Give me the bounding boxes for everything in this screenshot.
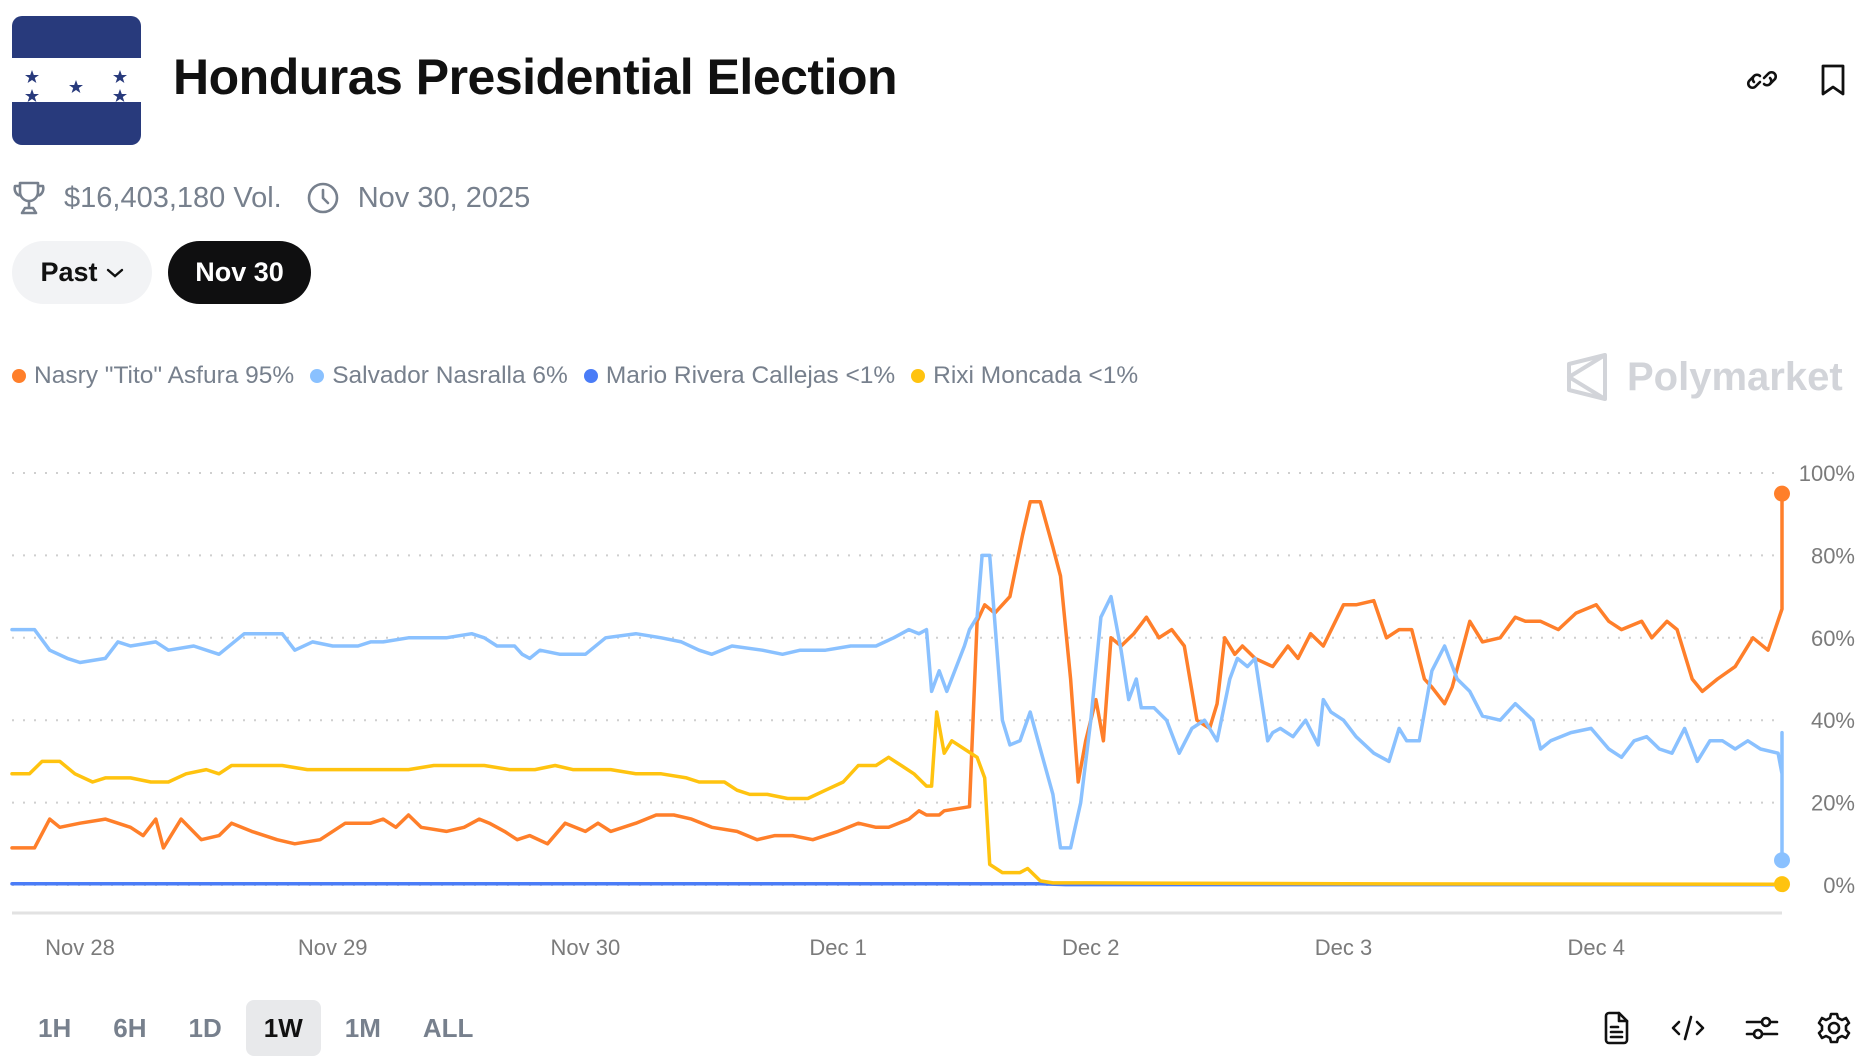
x-tick-label: Nov 30 [551, 935, 621, 960]
legend-label: Rixi Moncada <1% [933, 362, 1139, 389]
legend-item-moncada[interactable]: Rixi Moncada <1% [911, 362, 1138, 390]
range-1h-button[interactable]: 1H [38, 1012, 72, 1043]
bookmark-button[interactable] [1815, 62, 1851, 98]
legend-label: Nasry "Tito" Asfura 95% [34, 362, 295, 389]
legend-dot-asfura [12, 369, 26, 383]
selected-date-button[interactable]: Nov 30 [168, 241, 311, 304]
range-all-button[interactable]: ALL [422, 1012, 474, 1043]
volume-info: $16,403,180 Vol. [12, 180, 282, 216]
past-label: Past [40, 257, 98, 287]
volume-text: $16,403,180 Vol. [64, 181, 282, 214]
star-icon [69, 80, 83, 93]
range-1d-button[interactable]: 1D [188, 1012, 222, 1043]
page-title: Honduras Presidential Election [173, 49, 898, 105]
time-range-selector: 1H 6H 1D 1W 1M ALL [20, 1000, 497, 1056]
series-line-rixi-moncada [10, 710, 1784, 886]
clock-icon [307, 182, 339, 214]
past-dropdown-button[interactable]: Past [12, 241, 152, 304]
chart-series [10, 491, 1784, 887]
rules-button[interactable] [1596, 1008, 1636, 1048]
legend-label: Mario Rivera Callejas <1% [605, 362, 896, 389]
end-marker-salvador-nasralla [1774, 852, 1790, 869]
y-tick-label: 80% [1811, 543, 1855, 568]
chevron-down-icon [106, 268, 123, 278]
legend-dot-moncada [911, 369, 926, 383]
polymarket-watermark: Polymarket [1565, 352, 1843, 402]
series-line-nasry-tito-asfura [10, 491, 1784, 850]
document-icon [1604, 1011, 1629, 1045]
chart-end-markers [1774, 485, 1790, 893]
end-date-info: Nov 30, 2025 [306, 181, 531, 215]
star-icon [113, 70, 127, 83]
legend-dot-nasralla [310, 369, 325, 383]
legend-item-nasralla[interactable]: Salvador Nasralla 6% [310, 362, 568, 390]
brand-name: Polymarket [1627, 354, 1843, 399]
legend-label: Salvador Nasralla 6% [332, 362, 568, 389]
link-icon [1746, 70, 1778, 90]
market-meta: $16,403,180 Vol. Nov 30, 2025 [12, 178, 530, 218]
chart-controls-button[interactable] [1742, 1008, 1782, 1048]
gear-icon [1817, 1012, 1851, 1044]
star-icon [113, 89, 127, 102]
star-icon [25, 70, 39, 83]
end-date-text: Nov 30, 2025 [357, 181, 531, 214]
legend-item-rivera[interactable]: Mario Rivera Callejas <1% [583, 362, 896, 390]
code-icon [1671, 1015, 1705, 1041]
embed-button[interactable] [1668, 1008, 1708, 1048]
x-tick-label: Dec 2 [1062, 935, 1119, 960]
y-tick-label: 40% [1811, 708, 1855, 733]
trophy-icon [13, 181, 45, 215]
y-tick-label: 0% [1823, 873, 1855, 898]
sliders-icon [1745, 1016, 1779, 1040]
flag-stars [25, 70, 127, 102]
x-tick-label: Dec 3 [1315, 935, 1372, 960]
x-tick-label: Nov 28 [45, 935, 115, 960]
y-axis: 0% 20% 40% 60% 80% 100% [1799, 461, 1855, 898]
end-marker-rixi-moncada [1774, 876, 1790, 893]
x-tick-label: Nov 29 [298, 935, 368, 960]
series-line-salvador-nasralla [10, 553, 1784, 863]
x-tick-label: Dec 1 [809, 935, 866, 960]
range-6h-button[interactable]: 6H [113, 1012, 147, 1043]
bookmark-icon [1821, 64, 1845, 96]
y-tick-label: 60% [1811, 626, 1855, 651]
honduras-flag-icon [12, 16, 141, 145]
settings-button[interactable] [1814, 1008, 1854, 1048]
x-axis: Nov 28 Nov 29 Nov 30 Dec 1 Dec 2 Dec 3 Dec 4 [45, 935, 1625, 960]
y-tick-label: 100% [1799, 461, 1855, 486]
range-1w-button[interactable]: 1W [245, 1000, 321, 1056]
copy-link-button[interactable] [1744, 62, 1780, 98]
chart-legend: Nasry "Tito" Asfura 95% Salvador Nasrall… [12, 362, 1154, 390]
price-history-chart[interactable]: 0% 20% 40% 60% 80% 100% Nov 28 Nov 29 Nov 30 Dec… [0, 440, 1864, 980]
star-icon [25, 89, 39, 102]
selected-date-label: Nov 30 [195, 257, 284, 287]
legend-item-asfura[interactable]: Nasry "Tito" Asfura 95% [12, 362, 294, 390]
legend-dot-rivera [583, 369, 598, 383]
x-tick-label: Dec 4 [1567, 935, 1624, 960]
polymarket-logo-icon [1567, 353, 1607, 401]
range-1m-button[interactable]: 1M [344, 1012, 381, 1043]
end-marker-nasry-tito-asfura [1774, 485, 1790, 502]
y-tick-label: 20% [1811, 791, 1855, 816]
